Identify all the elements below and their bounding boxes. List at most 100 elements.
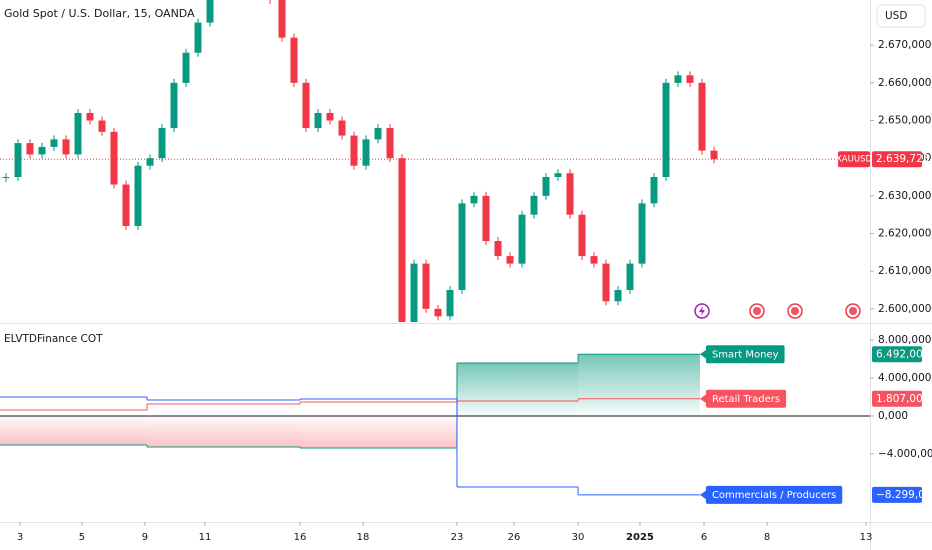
candle (590, 256, 598, 264)
y-tick-label: 2.620,000 (878, 227, 931, 239)
candle (554, 173, 562, 178)
price-tag: XAUUSD 2.639,725 (836, 151, 929, 168)
y-tick-label: 8.000,000 (878, 334, 931, 346)
candle (638, 203, 646, 264)
series-name: Retail Traders (712, 394, 780, 405)
candle (122, 184, 130, 226)
candle (326, 112, 334, 121)
x-tick-label: 23 (451, 532, 464, 543)
candle (26, 143, 34, 155)
candle (146, 158, 154, 166)
y-tick-label: 2.600,000 (878, 303, 931, 315)
candle (542, 177, 550, 196)
series-name-bg (705, 345, 785, 364)
candle (110, 131, 118, 185)
series-name-bg (705, 389, 787, 408)
y-tick-label: 2.650,000 (878, 115, 931, 127)
candle (338, 120, 346, 136)
candle (566, 173, 574, 215)
candle (86, 112, 94, 121)
price-tag-bg (872, 151, 922, 168)
currency-button[interactable] (876, 4, 926, 28)
price-tag-label: 2.639,725 (876, 153, 929, 165)
candle (422, 263, 430, 309)
value-tag-bg (872, 390, 922, 407)
value-tag-label: 6.492,000 (876, 348, 929, 360)
y-tick-label: 0,000 (878, 410, 908, 422)
candle (206, 0, 214, 23)
series-name-bg (705, 485, 843, 504)
currency: USD (885, 10, 907, 22)
candle (410, 263, 418, 322)
x-tick-label: 9 (142, 532, 148, 543)
x-tick-label: 26 (508, 532, 521, 543)
candle (278, 0, 286, 38)
area-fill (456, 362, 579, 416)
candle (350, 135, 358, 166)
candle (602, 263, 610, 302)
candle (158, 128, 166, 159)
series-name-pointer (699, 349, 707, 360)
candle (494, 241, 502, 257)
area-fill (578, 354, 700, 416)
x-tick-label: 2025 (626, 532, 654, 543)
candle (518, 214, 526, 264)
event-icon-glyph (699, 306, 705, 316)
y-tick-label: 2.610,000 (878, 265, 931, 277)
candle (314, 112, 322, 129)
value-tag-label: −8.299,000 (876, 489, 932, 501)
y-tick-label: 4.000,000 (878, 372, 931, 384)
x-tick-label: 11 (199, 532, 212, 543)
candle (710, 150, 718, 160)
candle (698, 82, 706, 151)
candle (614, 289, 622, 302)
candle (194, 22, 202, 53)
y-tick-label: 2.630,000 (878, 190, 931, 202)
candle (2, 177, 10, 179)
candle (386, 128, 394, 159)
candle (482, 195, 490, 242)
candle (98, 120, 106, 132)
series-label: Commercials / Producers (699, 485, 843, 504)
candle (662, 82, 670, 178)
series-name: Commercials / Producers (712, 490, 836, 501)
candle (398, 158, 406, 322)
value-tag: 6.492,000 (872, 346, 929, 363)
y-tick-label: −4.000,000 (878, 448, 932, 460)
x-tick-label: 3 (17, 532, 23, 543)
candle (182, 52, 190, 83)
series-name-pointer (699, 393, 707, 404)
candle (170, 82, 178, 129)
price-pane (0, 0, 870, 322)
series-label: Smart Money (699, 345, 785, 364)
candle (446, 289, 454, 317)
value-tag: −8.299,000 (872, 486, 932, 503)
candle (686, 75, 694, 83)
candle (626, 263, 634, 290)
value-tag-bg (872, 346, 922, 363)
candle (290, 37, 298, 83)
value-tag-label: 1.807,000 (876, 393, 929, 405)
candle (302, 82, 310, 129)
series-name: Smart Money (712, 349, 779, 360)
series-name-pointer (699, 489, 707, 500)
area-fill (147, 415, 300, 447)
candle (578, 214, 586, 257)
candle (458, 203, 466, 290)
candle (74, 112, 82, 155)
symbol-tag: XAUUSD (836, 155, 872, 165)
candle (530, 195, 538, 215)
candle (14, 143, 22, 178)
candle (506, 256, 514, 264)
candle (674, 75, 682, 83)
event-icon-glyph (849, 307, 857, 315)
x-tick-label: 5 (79, 532, 85, 543)
indicator-title: ELVTDFinance COT (4, 333, 103, 345)
y-tick-label: 2.660,000 (878, 77, 931, 89)
event-icon-glyph (791, 307, 799, 315)
candle (50, 139, 58, 147)
x-tick-label: 6 (701, 532, 707, 543)
x-tick-label: 16 (294, 532, 307, 543)
candle (650, 177, 658, 204)
